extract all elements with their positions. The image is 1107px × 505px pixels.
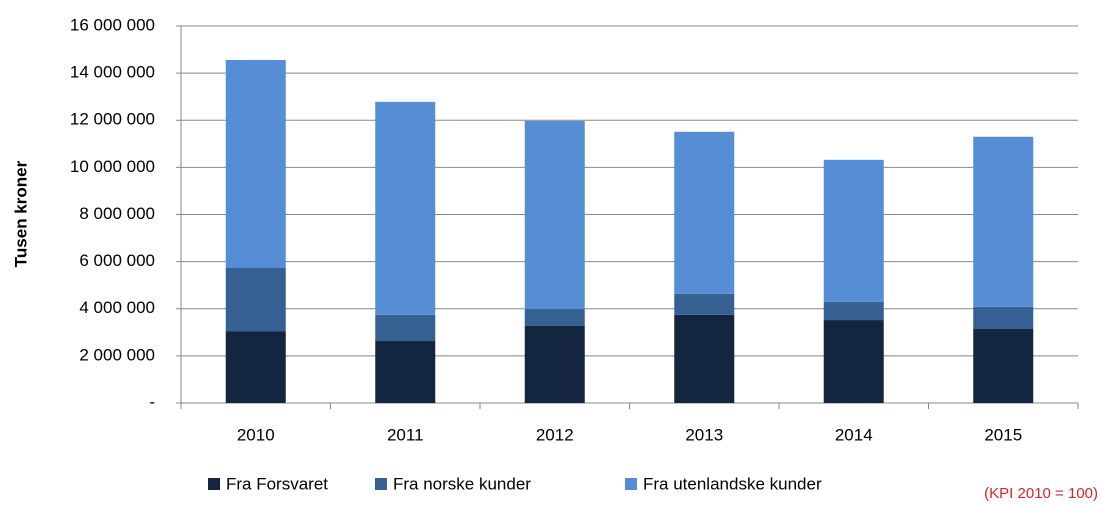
legend-swatch <box>208 478 220 490</box>
y-tick-label: 16 000 000 <box>70 15 155 34</box>
bar-segment <box>973 136 1034 307</box>
y-tick-label: 2 000 000 <box>79 345 155 364</box>
legend-label: Fra Forsvaret <box>226 474 328 493</box>
bar-segment <box>375 314 436 342</box>
bar-segment <box>823 320 884 403</box>
bar-segment <box>524 308 585 326</box>
x-tick-label: 2015 <box>984 425 1022 444</box>
legend-label: Fra utenlandske kunder <box>643 474 822 493</box>
y-tick-label: - <box>149 392 155 411</box>
legend-swatch <box>625 478 637 490</box>
bar-segment <box>225 59 286 268</box>
bar-segment <box>674 293 735 315</box>
bar-segment <box>674 314 735 403</box>
legend-swatch <box>375 478 387 490</box>
bar-segment <box>524 120 585 309</box>
x-tick-label: 2011 <box>387 425 424 444</box>
x-tick-label: 2010 <box>237 425 275 444</box>
x-tick-label: 2013 <box>685 425 723 444</box>
bar-segment <box>225 331 286 403</box>
y-tick-label: 12 000 000 <box>70 110 155 129</box>
bar-segment <box>823 159 884 302</box>
y-tick-label: 6 000 000 <box>79 251 155 270</box>
y-tick-label: 10 000 000 <box>70 157 155 176</box>
bar-segment <box>823 301 884 321</box>
x-tick-label: 2012 <box>536 425 574 444</box>
legend-label: Fra norske kunder <box>393 474 531 493</box>
bar-segment <box>375 341 436 403</box>
bar-segment <box>674 131 735 294</box>
bar-segment <box>973 306 1034 330</box>
bar-segment <box>375 101 436 315</box>
bar-segment <box>973 329 1034 403</box>
y-tick-label: 8 000 000 <box>79 204 155 223</box>
y-tick-label: 14 000 000 <box>70 63 155 82</box>
y-tick-label: 4 000 000 <box>79 298 155 317</box>
bar-segment <box>524 325 585 403</box>
x-tick-label: 2014 <box>835 425 873 444</box>
annotation: (KPI 2010 = 100) <box>984 485 1098 502</box>
bar-segment <box>225 267 286 332</box>
y-axis-label: Tusen kroner <box>11 160 30 267</box>
